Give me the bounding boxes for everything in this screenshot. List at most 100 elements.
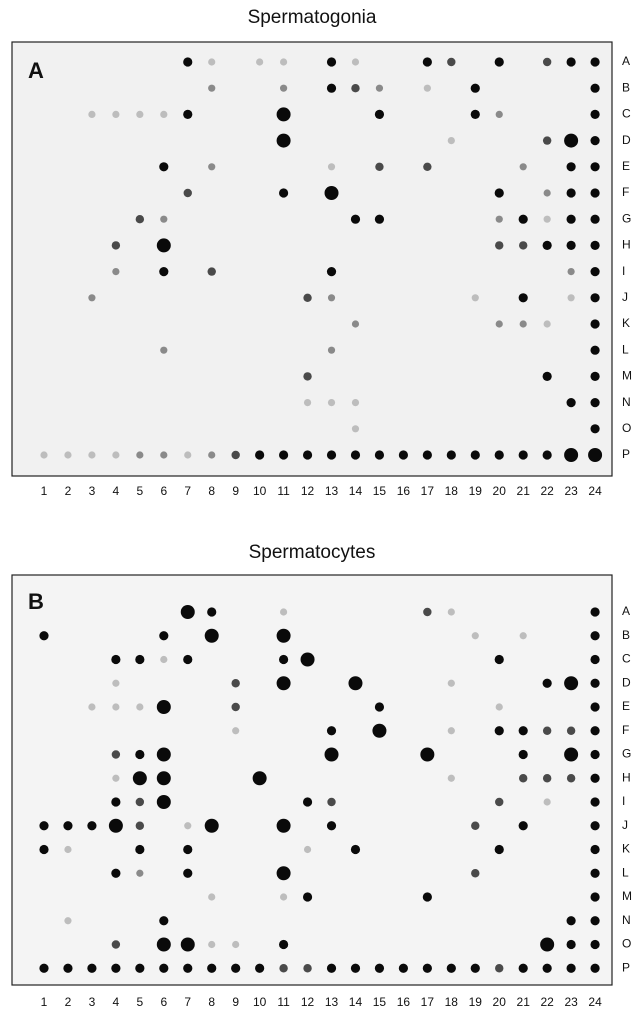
row-label: O xyxy=(622,937,631,951)
blot-spot xyxy=(88,451,96,459)
blot-spot xyxy=(423,84,431,92)
blot-spot xyxy=(135,654,145,665)
blot-spot xyxy=(495,241,504,250)
blot-spot xyxy=(494,844,504,855)
row-label: E xyxy=(622,159,630,173)
blot-spot xyxy=(590,424,600,434)
blot-spot xyxy=(564,448,579,462)
blot-spot xyxy=(351,320,360,328)
blot-spot xyxy=(447,57,456,67)
blot-spot xyxy=(40,451,48,459)
row-label: B xyxy=(622,628,630,642)
blot-spot xyxy=(160,451,168,459)
blot-spot xyxy=(590,654,600,665)
column-label: 9 xyxy=(232,484,239,498)
blot-spot xyxy=(564,747,579,762)
blot-spot xyxy=(302,892,313,902)
blot-spot xyxy=(422,963,432,973)
column-label: 16 xyxy=(397,995,411,1009)
blot-spot xyxy=(495,797,504,807)
blot-spot xyxy=(542,450,552,460)
blot-spot xyxy=(112,268,120,276)
blot-spot xyxy=(518,821,528,831)
blot-spot xyxy=(111,868,121,878)
blot-spot xyxy=(112,451,120,459)
blot-spot xyxy=(64,917,72,925)
blot-spot xyxy=(519,632,527,640)
column-label: 7 xyxy=(184,484,191,498)
blot-spot xyxy=(87,963,97,973)
column-label: 19 xyxy=(469,484,483,498)
blot-spot xyxy=(208,84,216,92)
column-label: 11 xyxy=(277,995,290,1009)
blot-spot xyxy=(204,628,219,643)
row-label: G xyxy=(622,211,631,225)
blot-spot xyxy=(303,845,312,854)
row-label: D xyxy=(622,675,631,689)
column-label: 4 xyxy=(113,484,120,498)
blot-spot xyxy=(470,963,480,973)
blot-spot xyxy=(566,162,576,172)
blot-spot xyxy=(207,267,216,276)
column-label: 5 xyxy=(136,995,143,1009)
blot-spot xyxy=(208,451,216,459)
blot-spot xyxy=(420,747,435,762)
blot-spot xyxy=(519,320,527,328)
blot-spot xyxy=(350,214,361,224)
blot-spot xyxy=(159,267,169,277)
blot-spot xyxy=(326,726,337,736)
blot-spot xyxy=(374,963,385,973)
column-label: 6 xyxy=(160,484,167,498)
row-label: A xyxy=(622,54,630,68)
column-label: 19 xyxy=(469,995,483,1009)
column-label: 17 xyxy=(421,484,435,498)
blot-spot xyxy=(39,844,49,855)
blot-spot xyxy=(280,58,288,66)
panel-letter: A xyxy=(28,58,44,83)
blot-spot xyxy=(208,893,216,901)
blot-spot xyxy=(156,771,171,786)
blot-spot xyxy=(590,136,600,146)
blot-spot xyxy=(326,450,337,460)
blot-spot xyxy=(566,916,576,926)
blot-spot xyxy=(204,818,219,833)
blot-spot xyxy=(590,109,600,119)
blot-spot xyxy=(590,868,600,878)
blot-spot xyxy=(208,940,216,949)
blot-spot xyxy=(302,450,313,460)
blot-spot xyxy=(63,963,73,973)
blot-spot xyxy=(351,58,360,66)
blot-spot xyxy=(494,726,504,736)
blot-spot xyxy=(183,844,193,855)
blot-spot xyxy=(590,892,600,902)
blot-spot xyxy=(112,774,120,782)
blot-spot xyxy=(156,238,171,253)
column-label: 17 xyxy=(421,995,435,1009)
blot-spot xyxy=(372,723,387,738)
blot-spot xyxy=(159,162,169,172)
column-label: 7 xyxy=(184,995,191,1009)
row-label: K xyxy=(622,316,630,330)
blot-spot xyxy=(111,940,121,949)
column-label: 21 xyxy=(517,484,531,498)
blot-spot xyxy=(566,726,576,735)
blot-spot xyxy=(567,294,575,302)
column-label: 24 xyxy=(588,484,602,498)
blot-spot xyxy=(590,773,600,783)
blot-spot xyxy=(495,703,503,711)
blot-spot xyxy=(252,771,267,786)
blot-spot xyxy=(64,845,72,854)
blot-spot xyxy=(183,868,193,878)
blot-spot xyxy=(63,821,73,831)
blot-spot xyxy=(231,963,241,973)
blot-spot xyxy=(566,774,576,783)
row-label: G xyxy=(622,747,631,761)
blot-spot xyxy=(590,319,600,329)
blot-spot xyxy=(231,702,240,712)
column-label: 1 xyxy=(41,484,48,498)
blot-spot xyxy=(590,963,600,973)
blot-spot xyxy=(208,163,216,171)
blot-spot xyxy=(136,110,144,118)
blot-spot xyxy=(303,293,312,302)
blot-spot xyxy=(590,631,600,641)
